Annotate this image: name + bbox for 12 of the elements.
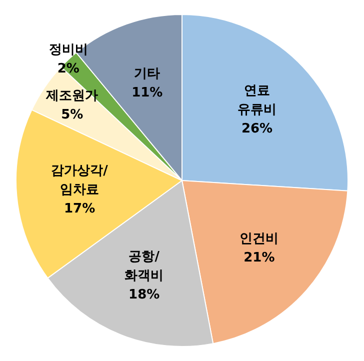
data-label: 26% [241,121,273,136]
data-label: 17% [64,202,96,217]
slice-label: 공항/ 화객비 [124,250,164,284]
slice-label: 기타 [134,66,160,82]
data-label: 18% [128,288,160,303]
slice-label: 감가상각/ 임차료 [51,164,108,198]
slice-label: 인건비 [240,231,279,246]
slice-label: 정비비 [48,42,88,58]
data-label: 11% [132,86,163,101]
slice-label: 연료 유류비 [238,83,277,118]
data-label: 5% [61,108,84,123]
data-label: 21% [244,250,275,266]
